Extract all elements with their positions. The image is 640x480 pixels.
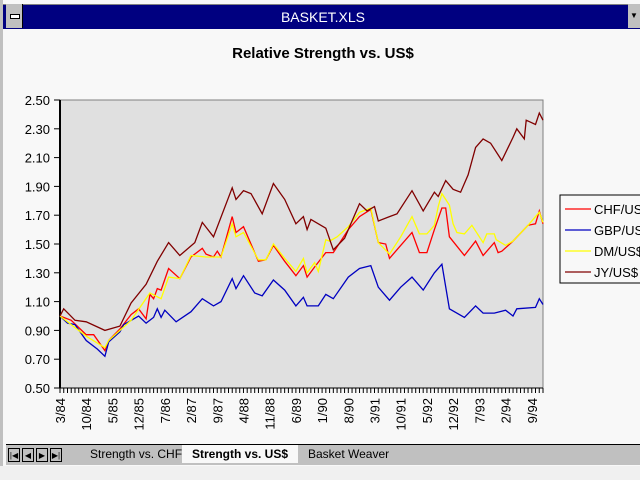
y-tick-label: 1.90: [25, 179, 50, 194]
x-tick-label: 11/88: [263, 398, 278, 430]
x-tick-label: 3/84: [53, 398, 68, 423]
window-title: BASKET.XLS: [3, 4, 640, 29]
y-tick-label: 1.50: [25, 237, 50, 252]
x-tick-label: 8/90: [341, 398, 356, 423]
legend-label: GBP/US: [594, 223, 640, 238]
legend-box: [559, 194, 640, 284]
tab-strength-vs-chf[interactable]: Strength vs. CHF: [90, 447, 183, 461]
y-tick-label: 1.70: [25, 208, 50, 223]
legend-label: JY/US$: [594, 265, 639, 280]
plot-area: [59, 99, 544, 389]
x-tick-label: 7/86: [158, 398, 173, 423]
x-tick-label: 9/94: [525, 398, 540, 423]
workbook-window: BASKET.XLS ▼ Relative Strength vs. US$ 0…: [0, 0, 640, 466]
prev-sheet-button[interactable]: ◀: [22, 448, 34, 462]
x-tick-label: 2/87: [184, 398, 199, 423]
tab-basket-weaver[interactable]: Basket Weaver: [308, 447, 390, 461]
status-area: [0, 466, 640, 480]
last-sheet-button[interactable]: ▶|: [50, 448, 62, 462]
x-tick-label: 12/85: [132, 398, 147, 431]
series-line-jyus: [59, 111, 544, 332]
y-tick-label: 0.70: [25, 352, 50, 367]
x-tick-label: 7/93: [472, 398, 487, 423]
legend-label: CHF/US: [594, 202, 640, 217]
chart-title: Relative Strength vs. US$: [232, 45, 414, 62]
x-tick-label: 2/94: [499, 398, 514, 423]
x-tick-label: 10/91: [394, 398, 409, 431]
x-tick-label: 5/92: [420, 398, 435, 423]
series-line-gbpus: [59, 262, 544, 358]
next-sheet-button[interactable]: ▶: [36, 448, 48, 462]
x-tick-label: 6/89: [289, 398, 304, 423]
series-line-dmus: [59, 192, 544, 349]
y-tick-label: 2.10: [25, 151, 50, 166]
x-tick-label: 3/91: [368, 398, 383, 423]
y-tick-label: 2.50: [25, 93, 50, 108]
legend-label: DM/US$: [594, 244, 640, 259]
y-tick-label: 1.30: [25, 266, 50, 281]
x-tick-label: 1/90: [315, 398, 330, 423]
sheet-tab-bar: |◀ ◀ ▶ ▶| Strength vs. CHF Strength vs. …: [6, 444, 640, 465]
scroll-down-arrow-icon[interactable]: ▼: [628, 4, 640, 28]
system-menu-icon[interactable]: [6, 4, 23, 28]
y-tick-label: 2.30: [25, 122, 50, 137]
x-tick-label: 12/92: [446, 398, 461, 431]
y-tick-label: 1.10: [25, 295, 50, 310]
x-tick-label: 9/87: [210, 398, 225, 423]
x-tick-label: 10/84: [79, 398, 94, 431]
legend: CHF/US GBP/US DM/US$ JY/US$: [559, 194, 640, 284]
line-chart: Relative Strength vs. US$ 0.50 0.70 0.90 1.…: [25, 45, 640, 431]
y-tick-label: 0.90: [25, 323, 50, 338]
x-tick-label: 4/88: [236, 398, 251, 423]
series-line-chfus: [59, 207, 544, 352]
x-tick-label: 5/85: [105, 398, 120, 423]
first-sheet-button[interactable]: |◀: [8, 448, 20, 462]
tab-strength-vs-usd[interactable]: Strength vs. US$: [182, 445, 299, 463]
y-tick-label: 0.50: [25, 381, 50, 396]
